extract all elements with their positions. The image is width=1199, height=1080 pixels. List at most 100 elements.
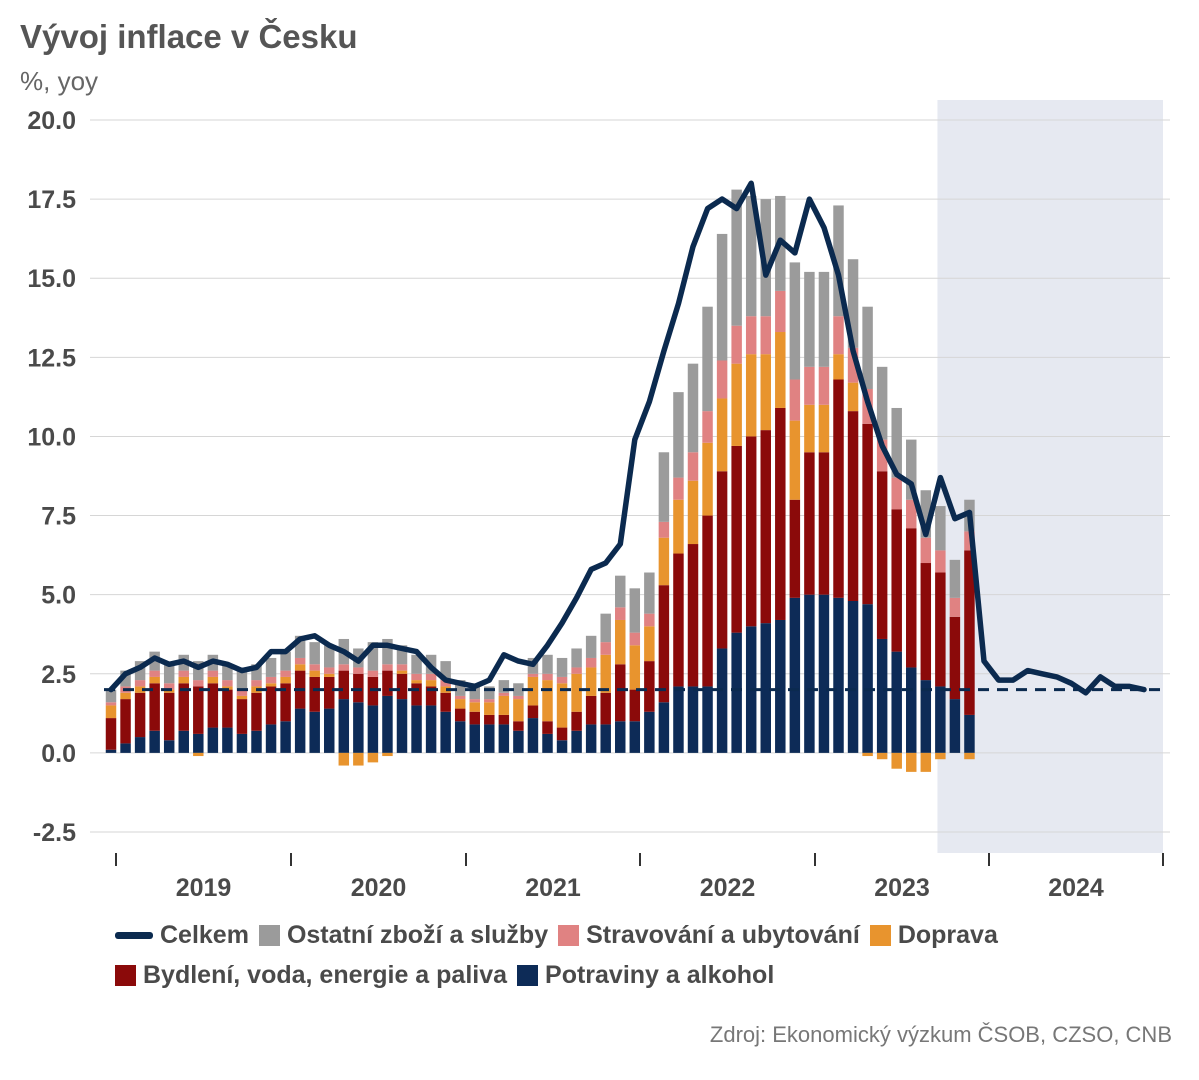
bar-food — [585, 724, 597, 753]
bar-restaurants — [920, 537, 932, 564]
x-tick-label: 2022 — [700, 874, 756, 902]
bar-restaurants — [294, 657, 306, 665]
bar-housing — [833, 379, 844, 598]
bar-restaurants — [309, 664, 320, 671]
bar-other — [644, 572, 655, 614]
bar-housing — [469, 711, 480, 725]
bar-food — [163, 740, 175, 753]
bar-housing — [789, 499, 801, 598]
bar-other — [862, 306, 873, 389]
bar-housing — [207, 683, 219, 728]
bar-housing — [964, 550, 975, 715]
bar-housing — [193, 686, 204, 734]
bar-housing — [702, 515, 713, 687]
legend-label-food: Potraviny a alkohol — [545, 960, 775, 989]
bar-restaurants — [702, 411, 713, 443]
bar-housing — [178, 683, 189, 731]
bar-other — [454, 680, 466, 696]
bar-other — [324, 645, 335, 668]
bar-food — [818, 594, 830, 753]
legend-item-total: Celkem — [115, 921, 249, 950]
bar-food — [935, 686, 946, 753]
bar-other — [600, 613, 611, 643]
bar-food — [236, 733, 248, 753]
bar-food — [775, 619, 786, 753]
bar-housing — [513, 721, 524, 731]
bar-other — [658, 452, 670, 522]
y-tick-label: -2.5 — [33, 819, 76, 847]
bar-transport — [731, 363, 742, 446]
bar-food — [120, 743, 131, 753]
bar-other — [280, 651, 291, 671]
bar-food — [876, 638, 888, 753]
bar-other — [542, 654, 553, 674]
legend-swatch-restaurants — [558, 924, 580, 946]
bar-other — [193, 661, 204, 681]
bar-other — [294, 635, 306, 658]
bar-other — [833, 205, 844, 317]
y-tick-label: 5.0 — [41, 582, 76, 610]
bar-other — [847, 259, 859, 348]
y-tick-label: 12.5 — [27, 344, 76, 372]
bar-restaurants — [760, 316, 771, 355]
bar-food — [338, 699, 350, 753]
bar-housing — [847, 411, 859, 601]
legend-item-housing: Bydlení, voda, energie a paliva — [115, 961, 507, 990]
bar-housing — [265, 686, 277, 725]
source-note: Zdroj: Ekonomický výzkum ČSOB, CZSO, CNB — [709, 1022, 1172, 1047]
bar-housing — [600, 692, 611, 725]
bar-food — [571, 730, 582, 753]
y-tick-label: 7.5 — [41, 503, 76, 531]
bar-housing — [382, 670, 393, 696]
bar-other — [687, 363, 699, 453]
bar-transport — [775, 332, 786, 408]
bar-housing — [149, 683, 160, 731]
bar-housing — [396, 673, 408, 700]
y-tick-label: 17.5 — [27, 186, 76, 214]
bar-food — [425, 705, 437, 753]
bar-other — [134, 661, 146, 681]
bar-other — [702, 306, 713, 412]
bar-transport — [804, 404, 815, 453]
bar-restaurants — [353, 667, 364, 674]
bar-transport — [745, 354, 757, 437]
bar-other — [105, 689, 117, 703]
legend-item-food: Potraviny a alkohol — [517, 961, 774, 990]
bar-food — [833, 597, 844, 753]
bar-other — [120, 670, 131, 687]
bar-food — [353, 702, 364, 753]
bar-transport — [498, 695, 510, 715]
y-tick-label: 15.0 — [27, 265, 76, 293]
bar-food — [265, 724, 277, 753]
bar-transport — [847, 382, 859, 412]
legend-item-restaurants: Stravování a ubytování — [558, 921, 860, 950]
bar-housing — [760, 430, 771, 624]
bar-food — [396, 699, 408, 753]
bar-transport — [396, 670, 408, 674]
bar-food — [731, 632, 742, 753]
bar-restaurants — [265, 676, 277, 684]
bar-housing — [556, 727, 568, 741]
bar-restaurants — [527, 673, 539, 677]
bar-restaurants — [949, 597, 961, 617]
bar-food — [251, 730, 262, 753]
bar-food — [789, 597, 801, 753]
bar-housing — [949, 616, 961, 700]
bar-transport — [556, 683, 568, 728]
bar-other — [382, 638, 393, 665]
bar-other — [673, 392, 684, 478]
bar-food — [440, 711, 451, 753]
bar-transport — [163, 689, 175, 693]
bar-food — [134, 737, 146, 753]
bar-food — [687, 686, 699, 753]
bar-housing — [353, 673, 364, 703]
bar-other — [396, 645, 408, 665]
bar-transport — [542, 680, 553, 722]
bar-food — [484, 724, 495, 753]
legend-label-total: Celkem — [160, 920, 249, 949]
bar-housing — [571, 711, 582, 731]
bar-transport — [818, 404, 830, 453]
bar-other — [629, 588, 641, 633]
bar-restaurants — [906, 499, 917, 529]
bar-restaurants — [411, 673, 422, 681]
